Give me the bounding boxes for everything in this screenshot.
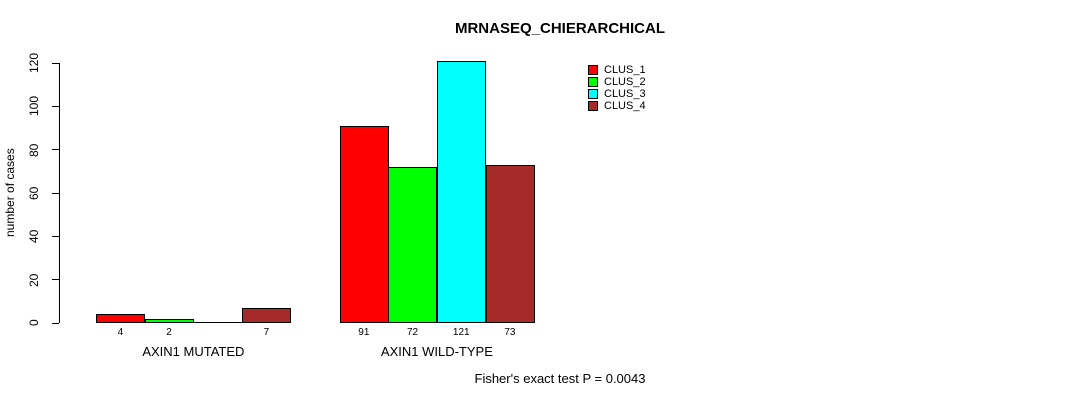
bar-clus_2 (145, 319, 194, 323)
legend-swatch-icon (588, 77, 598, 87)
y-tick-mark (52, 279, 59, 281)
legend-swatch-icon (588, 89, 598, 99)
y-tick-label: 20 (27, 272, 41, 287)
legend-entry: CLUS_1 (588, 64, 646, 76)
legend-label: CLUS_2 (604, 76, 646, 88)
group-label: AXIN1 MUTATED (142, 344, 245, 359)
legend-swatch-icon (588, 65, 598, 75)
legend-entry: CLUS_3 (588, 88, 646, 100)
bar-value-label: 2 (166, 327, 172, 338)
y-tick-mark (52, 62, 59, 64)
bar-clus_1 (340, 126, 389, 323)
y-tick-mark (52, 149, 59, 151)
y-tick-label: 0 (27, 319, 41, 327)
y-tick-mark (52, 105, 59, 107)
bar-clus_4 (242, 308, 291, 323)
legend-entry: CLUS_2 (588, 76, 646, 88)
y-axis-line (59, 63, 60, 323)
bar-clus_1 (96, 314, 145, 323)
bar-value-label: 7 (263, 327, 270, 338)
bar-clus_4 (486, 165, 535, 323)
y-tick-label: 40 (27, 229, 41, 244)
y-tick-label: 80 (27, 142, 41, 157)
y-tick-label: 60 (27, 186, 41, 200)
bar-clus_3 (193, 322, 242, 323)
legend-label: CLUS_4 (604, 100, 646, 112)
y-tick-label: 100 (27, 96, 41, 117)
bar-value-label: 73 (504, 327, 516, 338)
bar-value-label: 121 (452, 327, 470, 338)
y-axis-label: number of cases (3, 148, 17, 238)
chart-title: MRNASEQ_CHIERARCHICAL (454, 20, 665, 37)
group-label: AXIN1 WILD-TYPE (380, 344, 493, 359)
y-tick-label: 120 (27, 52, 41, 74)
legend-label: CLUS_1 (604, 64, 646, 76)
legend-entry: CLUS_4 (588, 100, 646, 112)
legend: CLUS_1 CLUS_2 CLUS_3 CLUS_4 (588, 64, 646, 112)
bar-value-label: 4 (117, 327, 124, 338)
y-tick-mark (52, 235, 59, 237)
bar-clus_3 (437, 61, 486, 323)
y-tick-mark (52, 322, 59, 324)
y-tick-mark (52, 192, 59, 194)
bar-clus_2 (388, 167, 437, 323)
bar-value-label: 72 (406, 327, 419, 338)
legend-swatch-icon (588, 101, 598, 111)
annotation-text: Fisher's exact test P = 0.0043 (474, 371, 646, 386)
bar-value-label: 91 (358, 327, 370, 338)
legend-label: CLUS_3 (604, 88, 646, 100)
